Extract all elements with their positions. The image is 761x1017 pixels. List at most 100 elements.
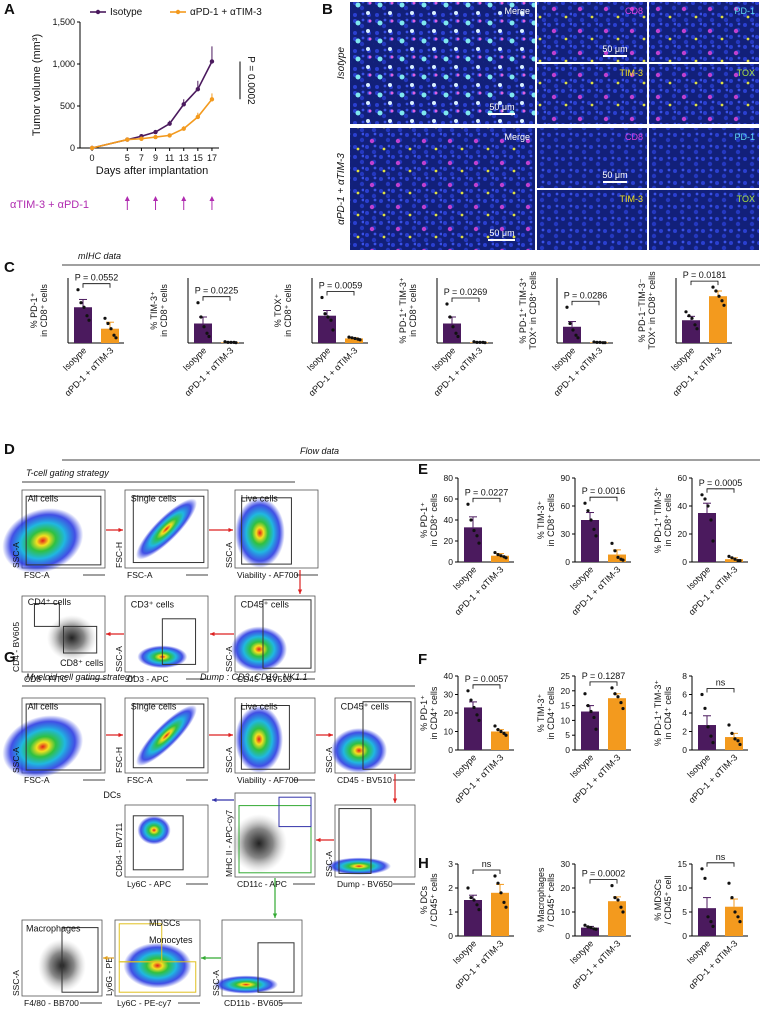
flow-y-label: FSC-H (114, 542, 124, 568)
point (209, 59, 215, 64)
gate-label: CD45⁺ cells (341, 701, 390, 711)
arrow-head (153, 196, 159, 201)
flow-x-label: FSC-A (127, 570, 153, 580)
flow-y-label: CD64 - BV711 (114, 823, 124, 877)
data-point (196, 301, 200, 305)
significance-bracket (202, 296, 231, 301)
significance-bracket (571, 300, 600, 306)
series-line (91, 98, 213, 149)
density (235, 497, 285, 568)
point (125, 137, 130, 142)
y-tick-label: 0 (448, 557, 453, 567)
data-point (706, 725, 710, 729)
y-tick-label: 10 (561, 907, 571, 917)
x-tick-label: 0 (90, 153, 95, 163)
legend-marker (95, 9, 101, 15)
arrow-head (181, 196, 187, 201)
flow-y-label: SSC-A (11, 970, 21, 996)
bar (698, 908, 716, 936)
density (46, 615, 97, 661)
data-point (323, 312, 327, 316)
gate (338, 808, 372, 874)
data-point (621, 706, 625, 711)
annotation: P = 0.0552 (75, 273, 119, 283)
y-axis-label: in CD4⁺ cells (546, 686, 556, 739)
data-point (502, 900, 506, 905)
gate (25, 703, 102, 771)
y-tick-label: 0 (682, 931, 687, 941)
flow-x-label: FSC-A (24, 775, 50, 785)
x-tick-label: αPD-1 + αTIM-3 (432, 345, 485, 398)
y-tick-label: 0 (565, 557, 570, 567)
density (123, 942, 192, 989)
data-point (616, 695, 620, 699)
density (136, 498, 197, 560)
data-point (466, 689, 470, 693)
image-tile (649, 2, 759, 62)
y-tick-label: 6 (682, 690, 687, 700)
y-axis-label: Tumor volume (mm³) (31, 34, 43, 136)
legend-label: Isotype (110, 7, 143, 18)
treatment-label: αTIM-3 + αPD-1 (10, 199, 89, 211)
y-tick-label: 0 (448, 745, 453, 755)
density (231, 814, 287, 873)
gate (278, 796, 312, 828)
gate (161, 618, 197, 665)
data-point (475, 903, 479, 907)
data-point (727, 554, 731, 559)
data-point (76, 288, 80, 292)
density (2, 508, 84, 574)
arrow-head (272, 913, 278, 918)
annotation: P = 0.0181 (683, 270, 727, 280)
y-axis-label: % Macrophages (536, 867, 546, 933)
data-point (478, 340, 482, 344)
bar (318, 315, 336, 343)
y-tick-label: 1,000 (52, 59, 75, 69)
arrow-head (392, 798, 398, 803)
y-axis-label: % PD-1⁺ (29, 292, 39, 328)
bar (464, 900, 482, 936)
flow-y-label: SSC-A (11, 747, 21, 773)
data-point (703, 706, 707, 710)
y-axis-label: % PD-1⁺ TIM-3⁺ (518, 277, 528, 344)
data-point (112, 333, 116, 337)
arrow-head (209, 196, 215, 201)
flow-x-label: CD11b - BV605 (224, 998, 283, 1008)
tile-label: PD-1 (734, 6, 755, 16)
data-point (82, 305, 86, 309)
data-point (472, 340, 476, 344)
gate-label: CD8⁺ cells (60, 658, 104, 668)
y-axis-label: TOX⁺ in CD8⁺ cells (528, 271, 538, 350)
legend-marker (175, 9, 181, 15)
data-point (499, 891, 503, 895)
y-axis-label: in CD8⁺ cells (408, 284, 418, 337)
data-point (727, 881, 731, 885)
data-point (568, 321, 572, 326)
data-point (229, 340, 233, 344)
arrow-head (328, 732, 333, 738)
y-tick-label: 0 (448, 931, 453, 941)
row-label: αPD-1 + αTIM-3 (336, 153, 347, 225)
x-tick-label: αPD-1 + αTIM-3 (687, 564, 740, 617)
tile-label: Merge (504, 132, 530, 142)
data-point (592, 527, 596, 531)
flow-x-label: Dump - BV650 (337, 879, 393, 889)
tile-label: CD8 (625, 6, 643, 16)
significance-bracket (472, 497, 501, 503)
y-axis-label: % MDSCs (653, 879, 663, 921)
y-axis-label: % PD-1⁺ TIM-3⁺ (653, 487, 663, 554)
series-line (91, 61, 213, 149)
y-tick-label: 60 (561, 501, 571, 511)
gate (118, 961, 197, 993)
y-tick-label: 90 (561, 473, 571, 483)
y-axis-label: % DCs (419, 886, 429, 915)
y-axis-label: % TIM-3⁺ (536, 693, 546, 732)
data-point (202, 325, 206, 329)
arrow-head (124, 196, 130, 201)
y-axis-label: / CD45⁺ cell (663, 876, 673, 925)
data-point (234, 341, 238, 345)
data-point (454, 331, 458, 335)
data-point (616, 555, 620, 559)
point (209, 97, 215, 102)
data-point (472, 705, 476, 710)
